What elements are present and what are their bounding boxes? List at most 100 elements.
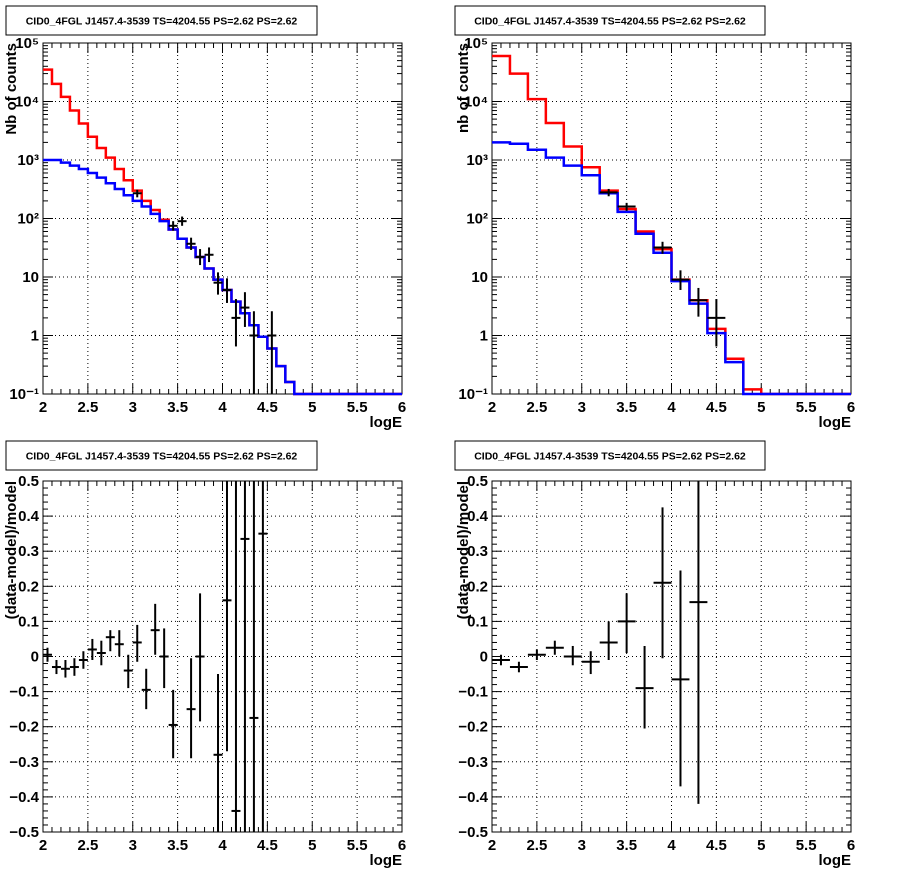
y-tick-label: −0.5 — [9, 824, 39, 841]
y-tick-label: 10 — [471, 269, 488, 286]
data-points — [599, 188, 726, 347]
x-tick-label: 2 — [488, 399, 496, 416]
y-tick-label: 10² — [466, 211, 488, 228]
grid — [492, 43, 851, 394]
chart-title: CID0_4FGL J1457.4-3539 TS=4204.55 PS=2.6… — [26, 16, 298, 28]
y-tick-label: 10⁵ — [15, 35, 39, 52]
grid — [43, 481, 402, 832]
y-axis: −0.5 −0.4 −0.3 −0.2 −0.1 0 0.1 0.2 0.3 0.4 0.5(dat… — [3, 473, 402, 841]
data-point — [177, 216, 187, 226]
data-point — [563, 645, 582, 666]
x-tick-label: 5.5 — [796, 837, 817, 854]
x-tick-label: 2.5 — [526, 837, 547, 854]
x-tick-label: 5 — [308, 837, 316, 854]
data-point — [249, 481, 259, 832]
y-tick-label: −0.1 — [458, 684, 488, 701]
x-tick-label: 2.5 — [77, 399, 98, 416]
data-point — [186, 658, 196, 759]
data-point — [231, 481, 241, 832]
y-tick-label: −0.3 — [9, 754, 39, 771]
y-tick-label: 0.2 — [18, 578, 39, 595]
y-tick-label: −0.4 — [9, 789, 39, 806]
data-point — [222, 481, 232, 752]
data-point — [258, 481, 268, 832]
x-tick-label: 3.5 — [167, 837, 188, 854]
y-tick-label: −0.3 — [458, 754, 488, 771]
y-tick-label: 10⁴ — [15, 94, 39, 111]
x-axis-label: logE — [370, 852, 403, 869]
x-tick-label: 4 — [667, 399, 676, 416]
data-points — [132, 189, 277, 394]
x-tick-label: 5.5 — [796, 399, 817, 416]
data-point — [617, 202, 636, 211]
chart-panel-bottom-left: CID0_4FGL J1457.4-3539 TS=4204.55 PS=2.6… — [3, 440, 406, 869]
x-tick-label: 6 — [398, 837, 406, 854]
y-tick-label: 0.3 — [18, 543, 39, 560]
y-tick-label: 0.3 — [467, 543, 488, 560]
chart-panel-top-right: CID0_4FGL J1457.4-3539 TS=4204.55 PS=2.6… — [454, 5, 855, 431]
data-point — [581, 651, 600, 675]
data-point — [527, 649, 546, 661]
x-tick-label: 4.5 — [257, 837, 278, 854]
data-point — [43, 647, 52, 662]
data-point — [114, 630, 124, 657]
data-point — [635, 645, 654, 729]
y-axis: −0.5 −0.4 −0.3 −0.2 −0.1 0 0.1 0.2 0.3 0.4 0.5(dat… — [455, 473, 851, 841]
data-point — [195, 593, 205, 722]
data-point — [599, 621, 618, 661]
data-point — [105, 630, 115, 652]
data-point — [545, 640, 564, 655]
y-tick-label: 10³ — [17, 152, 39, 169]
grid — [492, 481, 851, 832]
data-point — [69, 658, 79, 676]
y-tick-label: 10⁴ — [464, 94, 488, 111]
data-point — [249, 311, 259, 394]
title-box — [5, 5, 318, 36]
data-point — [195, 249, 205, 266]
data-point — [689, 481, 708, 804]
data-point — [159, 628, 169, 689]
x-tick-label: 2.5 — [77, 837, 98, 854]
data-point — [671, 270, 690, 290]
data-point — [509, 661, 528, 673]
y-tick-label: 0.1 — [18, 613, 39, 630]
y-tick-label: 0 — [31, 649, 39, 666]
data-point — [707, 299, 726, 347]
x-tick-label: 2 — [39, 399, 47, 416]
y-tick-label: 10 — [22, 269, 39, 286]
y-tick-label: 1 — [480, 328, 488, 345]
data-point — [231, 299, 241, 347]
y-axis-label: (data-model)/model — [455, 481, 472, 619]
y-tick-label: 0.5 — [467, 473, 488, 490]
y-tick-label: 10⁻¹ — [458, 386, 488, 403]
data-points — [492, 481, 708, 804]
data-point — [123, 654, 133, 689]
data-point — [204, 247, 214, 263]
x-tick-label: 5 — [757, 399, 765, 416]
data-point — [213, 674, 223, 832]
x-tick-label: 3.5 — [616, 837, 637, 854]
data-point — [96, 640, 106, 666]
data-point — [492, 654, 510, 666]
x-tick-label: 3.5 — [616, 399, 637, 416]
x-tick-label: 2 — [39, 837, 47, 854]
x-axis-label: logE — [819, 414, 852, 431]
y-tick-label: −0.2 — [458, 719, 488, 736]
data-point — [240, 292, 250, 327]
chart-title: CID0_4FGL J1457.4-3539 TS=4204.55 PS=2.6… — [26, 451, 298, 463]
x-tick-label: 6 — [847, 399, 855, 416]
data-point — [60, 660, 70, 678]
chart-title: CID0_4FGL J1457.4-3539 TS=4204.55 PS=2.6… — [474, 451, 746, 463]
chart-panel-top-left: CID0_4FGL J1457.4-3539 TS=4204.55 PS=2.6… — [3, 5, 406, 431]
chart-title: CID0_4FGL J1457.4-3539 TS=4204.55 PS=2.6… — [474, 16, 746, 28]
y-axis-label: Nb of counts — [3, 43, 20, 135]
series-line-model_source — [492, 141, 851, 396]
y-tick-label: 10² — [17, 211, 39, 228]
x-axis-label: logE — [819, 852, 852, 869]
